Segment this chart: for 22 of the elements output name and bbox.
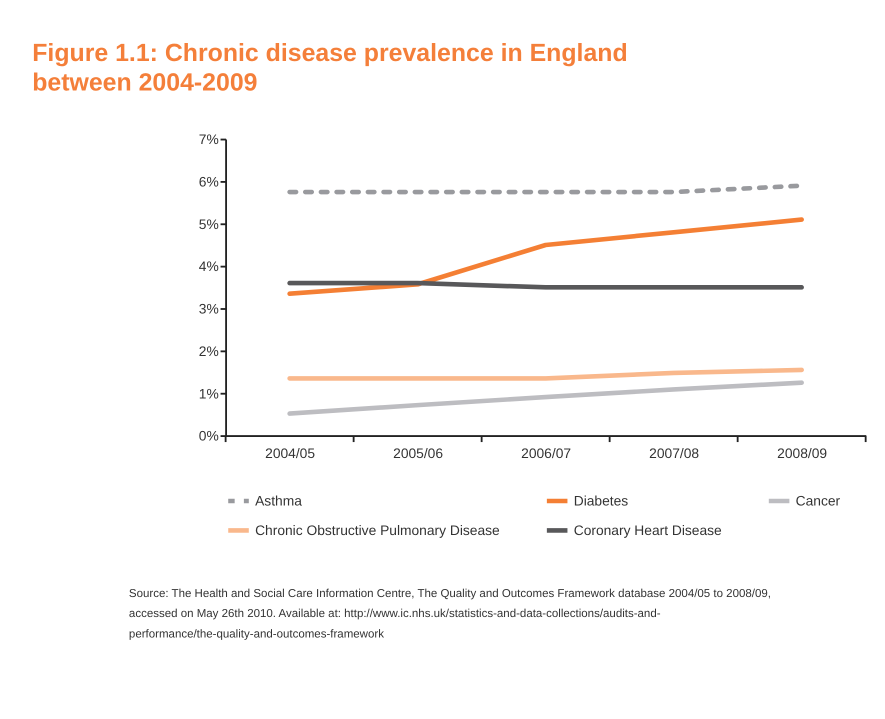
y-tick-label: 5% <box>198 216 219 232</box>
legend-label: Chronic Obstructive Pulmonary Disease <box>255 522 500 538</box>
y-tick-label: 2% <box>198 342 219 359</box>
x-tick-label: 2006/07 <box>521 445 572 462</box>
y-tick-label: 7% <box>198 131 219 148</box>
source-note: Source: The Health and Social Care Information Centre, The Quality and Outcomes Framework database 2004/05 to 2008/09, accessed on May 26th 2010. Available at: http://www.ic.nhs.uk/statistics-and-data-collections/audits-and-performance/the-quality-and-outcomes-framework <box>128 588 771 640</box>
x-tick-label: 2008/09 <box>777 445 828 462</box>
y-tick-label: 6% <box>198 174 219 190</box>
chart-title: Figure 1.1: Chronic disease prevalence in England between 2004-2009 <box>32 38 628 96</box>
y-tick-label: 3% <box>198 300 219 317</box>
legend-label: Diabetes <box>574 492 628 509</box>
y-tick-label: 4% <box>198 258 219 274</box>
line-series <box>287 217 804 296</box>
legend-label: Cancer <box>796 492 841 509</box>
x-tick-label: 2005/06 <box>393 445 444 462</box>
legend-label: Coronary Heart Disease <box>574 522 722 538</box>
y-tick-label: 0% <box>198 428 219 444</box>
x-tick-label: 2004/05 <box>265 445 316 462</box>
line-series <box>287 380 804 416</box>
y-tick-label: 1% <box>198 385 219 402</box>
x-tick-label: 2007/08 <box>649 445 700 462</box>
legend-label: Asthma <box>255 492 302 509</box>
